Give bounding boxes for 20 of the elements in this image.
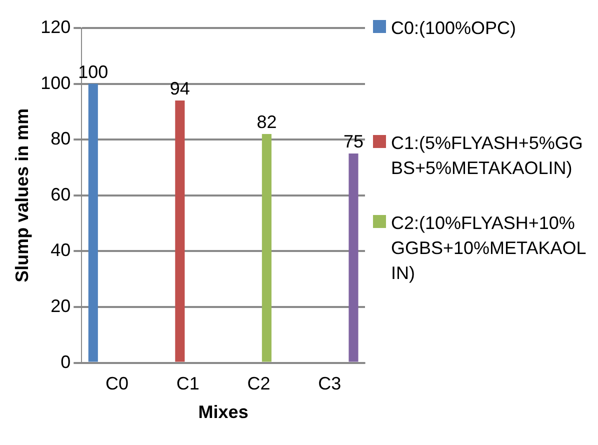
data-label: 94 bbox=[170, 78, 190, 99]
legend-label: C0:(100%OPC) bbox=[391, 17, 516, 40]
legend-label: C2:(10%FLYASH+10%GGBS+10%METAKAOLIN) bbox=[391, 212, 588, 285]
y-tick-label: 100 bbox=[40, 72, 71, 93]
data-label: 82 bbox=[256, 112, 277, 132]
y-tick-label: 40 bbox=[50, 240, 71, 260]
x-tick-label: C1 bbox=[176, 374, 200, 394]
y-tick-label: 120 bbox=[40, 16, 71, 37]
data-label: 75 bbox=[343, 132, 364, 152]
y-axis-title: Slump values in mm bbox=[12, 108, 32, 282]
y-tick-label: 60 bbox=[50, 184, 71, 204]
y-tick-label: 80 bbox=[50, 128, 71, 149]
x-tick-label: C0 bbox=[106, 374, 129, 394]
legend-label: C1:(5%FLYASH+5%GGBS+5%METAKAOLIN) bbox=[391, 132, 584, 180]
x-tick-label: C3 bbox=[318, 374, 342, 394]
y-tick-label: 20 bbox=[50, 296, 71, 316]
x-tick-label: C2 bbox=[247, 374, 270, 394]
y-tick-label: 0 bbox=[60, 352, 71, 372]
data-label: 100 bbox=[78, 62, 108, 82]
x-axis-title: Mixes bbox=[198, 402, 248, 422]
